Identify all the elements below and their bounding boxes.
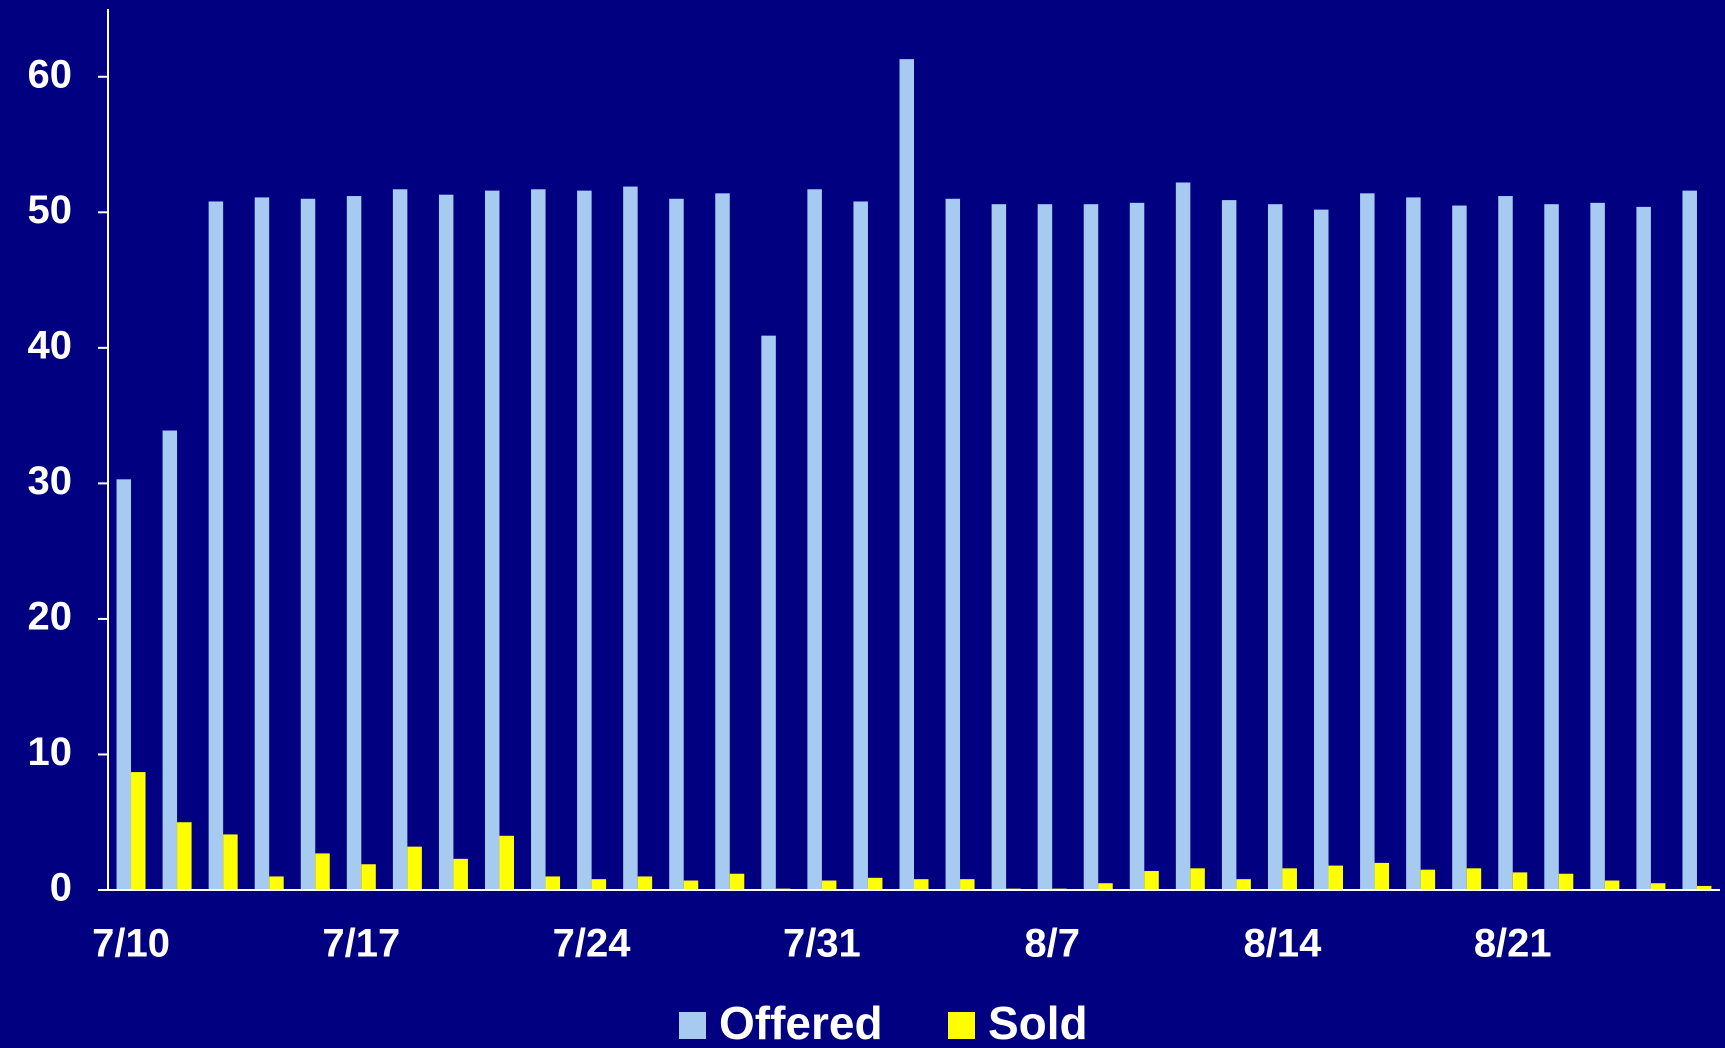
legend-label: Offered	[719, 997, 883, 1048]
bar	[729, 873, 745, 890]
bar	[361, 864, 376, 890]
bar	[1650, 883, 1666, 890]
x-tick-label: 8/14	[1244, 922, 1323, 966]
bar	[1466, 868, 1482, 890]
x-tick-label: 7/24	[553, 922, 632, 966]
bar	[623, 186, 638, 890]
bar	[499, 835, 514, 890]
bar	[1682, 190, 1697, 891]
bar	[131, 772, 146, 890]
bar	[392, 189, 408, 890]
bar	[116, 479, 132, 890]
bar	[269, 876, 284, 890]
bar	[807, 189, 822, 890]
bar	[1175, 182, 1191, 890]
bar	[853, 201, 868, 891]
bar	[637, 876, 653, 890]
bar	[1083, 204, 1099, 890]
bar	[1328, 865, 1344, 890]
bar	[821, 880, 837, 890]
bar	[1374, 862, 1390, 890]
bar	[1098, 883, 1113, 890]
bar	[223, 834, 238, 890]
bar	[991, 204, 1007, 890]
bar	[577, 190, 592, 891]
x-tick-label: 7/10	[92, 922, 170, 966]
bar	[177, 822, 192, 890]
bar	[254, 197, 270, 891]
bar	[531, 189, 546, 890]
bar	[407, 846, 422, 890]
bar	[1512, 872, 1528, 890]
bar	[1544, 204, 1559, 890]
bar	[1590, 202, 1605, 890]
bar	[591, 879, 607, 890]
bar	[945, 198, 961, 890]
bar	[1558, 873, 1574, 890]
bar	[545, 876, 561, 890]
bar	[1037, 204, 1053, 890]
bar	[1696, 885, 1712, 890]
bar	[1360, 193, 1375, 891]
legend-label: Sold	[988, 997, 1088, 1048]
bar	[1267, 204, 1283, 890]
x-tick-label: 8/21	[1474, 922, 1552, 966]
y-tick-label: 30	[28, 459, 73, 503]
bar	[899, 59, 914, 890]
bar	[162, 430, 178, 890]
bar	[669, 198, 684, 890]
bar	[1636, 206, 1651, 890]
bar	[1190, 868, 1205, 890]
bar	[1604, 880, 1620, 890]
x-tick-label: 7/17	[322, 922, 400, 966]
bar	[683, 880, 699, 890]
bar	[1129, 202, 1145, 890]
bar	[1144, 871, 1159, 890]
bar	[1498, 196, 1513, 890]
bar	[484, 190, 500, 891]
bar	[208, 201, 224, 891]
bar	[300, 198, 316, 890]
bar	[1282, 868, 1297, 890]
bar	[715, 193, 730, 891]
bar	[960, 879, 975, 890]
bar	[1406, 197, 1421, 891]
bar	[1221, 200, 1237, 890]
bar	[867, 877, 883, 890]
y-tick-label: 20	[28, 594, 73, 638]
bar	[914, 879, 929, 890]
bar	[1420, 869, 1436, 890]
x-tick-label: 8/7	[1024, 922, 1080, 966]
y-tick-label: 40	[28, 323, 73, 367]
y-tick-label: 60	[28, 52, 73, 96]
bar	[438, 194, 454, 891]
bar	[453, 858, 468, 890]
bar	[315, 853, 330, 890]
bar	[1452, 205, 1467, 890]
y-tick-label: 0	[50, 866, 72, 910]
bar	[761, 335, 776, 890]
x-tick-label: 7/31	[783, 922, 861, 966]
y-tick-label: 50	[28, 188, 73, 232]
legend-swatch	[679, 1012, 706, 1039]
bar	[1236, 879, 1251, 890]
y-tick-label: 10	[28, 730, 73, 774]
bar	[1314, 209, 1329, 890]
legend-swatch	[948, 1012, 975, 1039]
bar	[346, 196, 362, 890]
